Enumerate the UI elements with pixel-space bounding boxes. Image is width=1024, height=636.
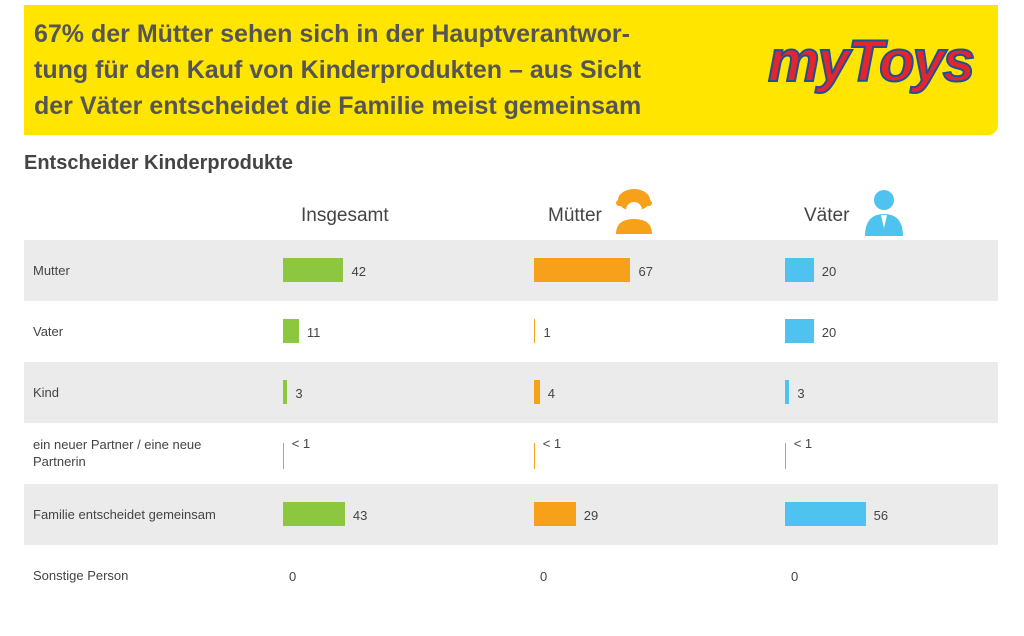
value-label: 11 bbox=[306, 325, 321, 340]
row-band bbox=[24, 545, 998, 606]
value-label: 67 bbox=[638, 264, 653, 279]
bar bbox=[785, 502, 866, 526]
bar bbox=[785, 319, 814, 343]
row-label: Sonstige Person bbox=[33, 568, 129, 583]
row-label: Kind bbox=[33, 385, 60, 400]
value-label: 0 bbox=[791, 569, 799, 584]
row-label: Vater bbox=[33, 324, 64, 339]
row-band bbox=[24, 423, 998, 484]
title-banner bbox=[24, 5, 998, 135]
value-label: 3 bbox=[295, 386, 303, 401]
subtitle: Entscheider Kinderprodukte bbox=[24, 152, 293, 174]
logo: myToys bbox=[767, 28, 976, 95]
bar bbox=[283, 258, 344, 282]
value-label: < 1 bbox=[291, 436, 311, 451]
bar bbox=[534, 258, 631, 282]
bar bbox=[283, 502, 345, 526]
value-label: < 1 bbox=[793, 436, 813, 451]
bar bbox=[785, 443, 786, 469]
legend-entry: Mütter bbox=[548, 205, 602, 226]
row-label: ein neuer Partner / eine neue Partnerin bbox=[33, 437, 202, 469]
value-label: 0 bbox=[289, 569, 297, 584]
bar bbox=[283, 443, 284, 469]
bar bbox=[283, 319, 299, 343]
value-label: 1 bbox=[543, 325, 551, 340]
value-label: 43 bbox=[352, 508, 368, 523]
title-line: tung für den Kauf von Kinderprodukten – … bbox=[34, 56, 641, 84]
bar bbox=[534, 380, 540, 404]
value-label: 56 bbox=[873, 508, 889, 523]
father-icon bbox=[865, 190, 903, 236]
value-label: 3 bbox=[797, 386, 805, 401]
value-label: 29 bbox=[583, 508, 599, 523]
bar bbox=[785, 380, 790, 404]
value-label: 20 bbox=[821, 325, 837, 340]
value-label: 42 bbox=[351, 264, 366, 279]
row-band bbox=[24, 240, 998, 301]
legend-entry: Insgesamt bbox=[301, 205, 389, 226]
bar bbox=[785, 258, 814, 282]
value-label: 4 bbox=[547, 386, 555, 401]
bar bbox=[534, 502, 576, 526]
value-label: 0 bbox=[540, 569, 548, 584]
value-label: 20 bbox=[821, 264, 837, 279]
title-line: der Väter entscheidet die Familie meist … bbox=[34, 92, 642, 120]
row-band bbox=[24, 362, 998, 423]
value-label: < 1 bbox=[542, 436, 562, 451]
row-label: Mutter bbox=[33, 263, 70, 278]
row-band bbox=[24, 301, 998, 362]
mother-icon bbox=[616, 189, 652, 234]
bar bbox=[534, 319, 536, 343]
bar bbox=[534, 443, 535, 469]
title-line: 67% der Mütter sehen sich in der Hauptve… bbox=[34, 20, 630, 48]
legend-entry: Väter bbox=[804, 205, 850, 226]
row-label: Familie entscheidet gemeinsam bbox=[33, 507, 216, 522]
bar bbox=[283, 380, 288, 404]
